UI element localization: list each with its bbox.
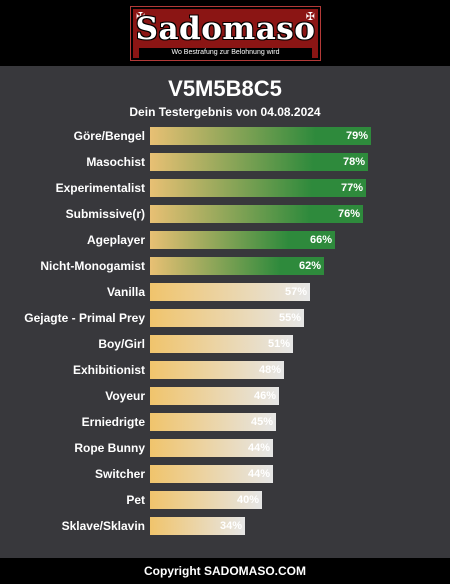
result-bar: 76% (150, 205, 363, 223)
result-label: Göre/Bengel (73, 129, 145, 143)
logo-wordmark: Sadomaso (135, 11, 316, 47)
result-bar: 55% (150, 309, 304, 327)
result-bar: 77% (150, 179, 366, 197)
result-row: Voyeur 46% (0, 387, 450, 405)
site-footer: Copyright SADOMASO.COM (0, 558, 450, 584)
result-bar: 57% (150, 283, 310, 301)
result-label: Pet (126, 493, 145, 507)
result-percent: 44% (247, 468, 270, 480)
result-row: Göre/Bengel 79% (0, 127, 450, 145)
result-percent: 51% (267, 338, 290, 350)
result-percent: 48% (258, 364, 281, 376)
result-label: Ageplayer (86, 233, 145, 247)
result-label: Vanilla (106, 285, 145, 299)
result-percent: 78% (342, 156, 365, 168)
result-label: Masochist (86, 155, 145, 169)
result-row: Boy/Girl 51% (0, 335, 450, 353)
result-row: Nicht-Monogamist 62% (0, 257, 450, 275)
result-bar: 78% (150, 153, 368, 171)
result-bar: 66% (150, 231, 335, 249)
result-label: Switcher (94, 467, 145, 481)
result-label: Sklave/Sklavin (61, 519, 145, 533)
result-percent: 55% (278, 312, 301, 324)
result-percent: 66% (309, 234, 332, 246)
result-row: Experimentalist 77% (0, 179, 450, 197)
result-row: Submissive(r) 76% (0, 205, 450, 223)
result-label: Gejagte - Primal Prey (24, 311, 145, 325)
result-percent: 46% (253, 390, 276, 402)
result-bar: 46% (150, 387, 279, 405)
result-row: Exhibitionist 48% (0, 361, 450, 379)
result-row: Pet 40% (0, 491, 450, 509)
result-row: Vanilla 57% (0, 283, 450, 301)
result-bar: 34% (150, 517, 245, 535)
result-label: Boy/Girl (98, 337, 145, 351)
result-percent: 76% (337, 208, 360, 220)
result-percent: 34% (219, 520, 242, 532)
result-percent: 45% (250, 416, 273, 428)
result-bar: 51% (150, 335, 293, 353)
result-percent: 62% (298, 260, 321, 272)
result-percent: 79% (345, 130, 368, 142)
result-code-title: V5M5B8C5 (168, 76, 282, 101)
ornament-icon: ✠ (136, 10, 146, 23)
result-row: Rope Bunny 44% (0, 439, 450, 457)
result-label: Erniedrigte (81, 415, 145, 429)
result-label: Exhibitionist (73, 363, 145, 377)
result-percent: 44% (247, 442, 270, 454)
result-percent: 77% (340, 182, 363, 194)
logo-tagline: Wo Bestrafung zur Belohnung wird (139, 48, 312, 58)
result-panel: V5M5B8C5 Dein Testergebnis von 04.08.202… (0, 66, 450, 558)
result-row: Sklave/Sklavin 34% (0, 517, 450, 535)
result-percent: 57% (284, 286, 307, 298)
result-row: Ageplayer 66% (0, 231, 450, 249)
result-row: Erniedrigte 45% (0, 413, 450, 431)
result-bar: 79% (150, 127, 371, 145)
result-bar: 62% (150, 257, 324, 275)
result-bar: 45% (150, 413, 276, 431)
result-label: Voyeur (105, 389, 145, 403)
result-bar: 44% (150, 439, 273, 457)
result-row: Masochist 78% (0, 153, 450, 171)
result-label: Experimentalist (55, 181, 145, 195)
result-row: Switcher 44% (0, 465, 450, 483)
result-label: Nicht-Monogamist (40, 259, 145, 273)
result-label: Rope Bunny (74, 441, 145, 455)
result-date-subtitle: Dein Testergebnis von 04.08.2024 (129, 105, 321, 119)
site-header: ✠ ✠ Sadomaso Wo Bestrafung zur Belohnung… (0, 0, 450, 66)
copyright-text: Copyright SADOMASO.COM (144, 564, 306, 578)
result-bar: 48% (150, 361, 284, 379)
result-bar: 40% (150, 491, 262, 509)
result-row: Gejagte - Primal Prey 55% (0, 309, 450, 327)
ornament-icon: ✠ (305, 10, 315, 23)
result-bar: 44% (150, 465, 273, 483)
result-percent: 40% (236, 494, 259, 506)
site-logo[interactable]: ✠ ✠ Sadomaso Wo Bestrafung zur Belohnung… (130, 6, 321, 61)
result-label: Submissive(r) (65, 207, 145, 221)
